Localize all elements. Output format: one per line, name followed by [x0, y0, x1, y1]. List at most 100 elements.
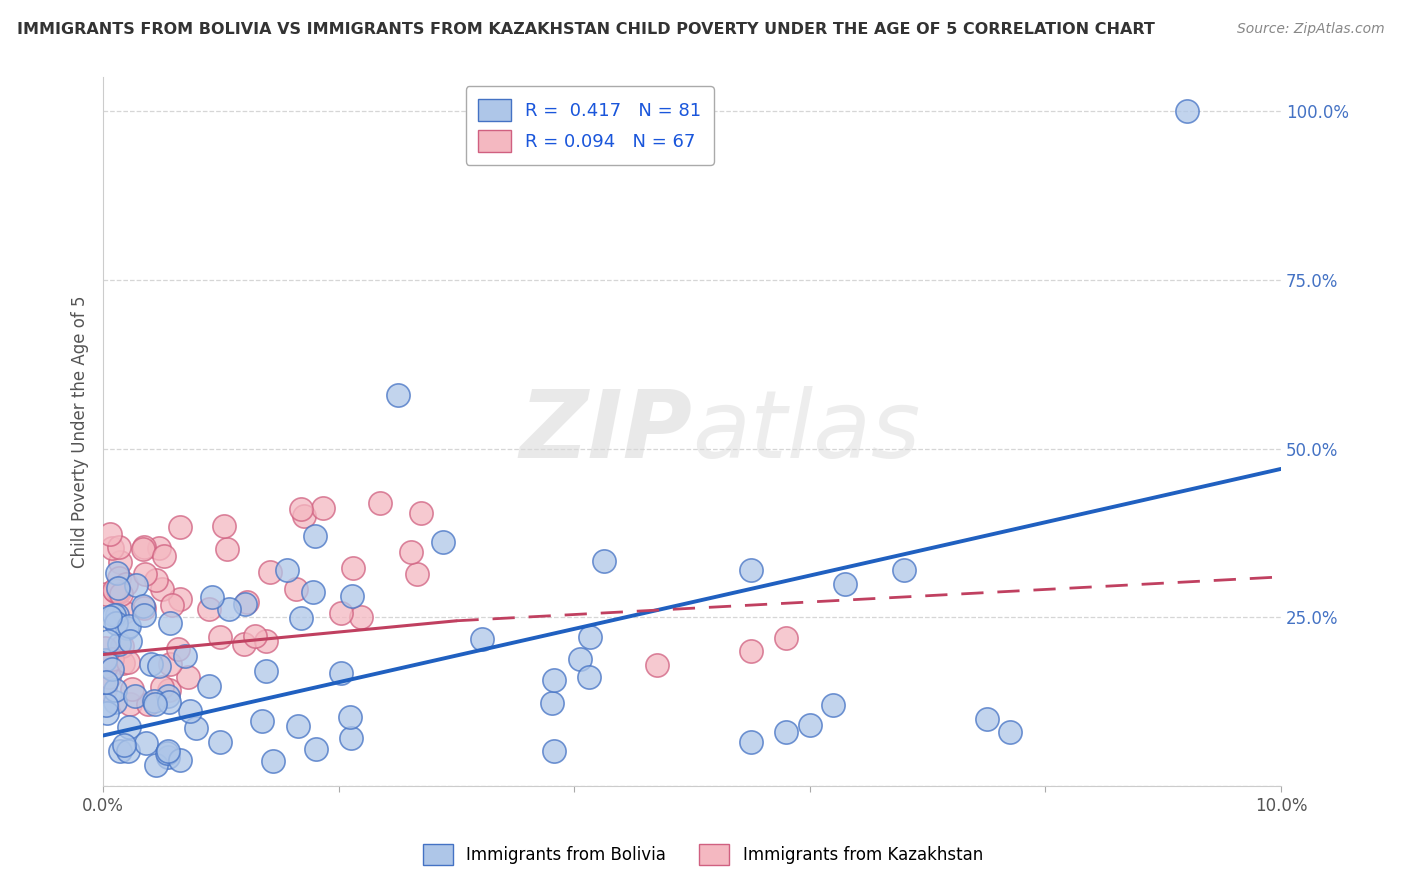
- Point: [276, 563, 298, 577]
- Point: [105, 566, 128, 580]
- Point: [117, 744, 139, 758]
- Point: [157, 689, 180, 703]
- Point: [342, 561, 364, 575]
- Point: [150, 582, 173, 596]
- Point: [169, 591, 191, 606]
- Point: [94, 681, 117, 696]
- Point: [120, 697, 142, 711]
- Legend: Immigrants from Bolivia, Immigrants from Kazakhstan: Immigrants from Bolivia, Immigrants from…: [413, 834, 993, 875]
- Point: [799, 718, 821, 732]
- Point: [94, 658, 117, 673]
- Point: [775, 631, 797, 645]
- Point: [208, 735, 231, 749]
- Point: [197, 679, 219, 693]
- Point: [569, 652, 592, 666]
- Point: [132, 542, 155, 557]
- Point: [134, 540, 156, 554]
- Point: [471, 632, 494, 646]
- Point: [169, 520, 191, 534]
- Point: [141, 657, 163, 671]
- Point: [233, 597, 256, 611]
- Point: [399, 545, 422, 559]
- Point: [121, 681, 143, 696]
- Point: [97, 634, 120, 648]
- Point: [339, 710, 361, 724]
- Point: [543, 744, 565, 758]
- Point: [117, 621, 139, 635]
- Point: [105, 616, 128, 631]
- Point: [162, 599, 184, 613]
- Point: [132, 600, 155, 615]
- Point: [409, 506, 432, 520]
- Y-axis label: Child Poverty Under the Age of 5: Child Poverty Under the Age of 5: [72, 295, 89, 568]
- Text: IMMIGRANTS FROM BOLIVIA VS IMMIGRANTS FROM KAZAKHSTAN CHILD POVERTY UNDER THE AG: IMMIGRANTS FROM BOLIVIA VS IMMIGRANTS FR…: [17, 22, 1154, 37]
- Point: [111, 656, 134, 670]
- Point: [157, 695, 180, 709]
- Point: [339, 731, 361, 746]
- Point: [304, 529, 326, 543]
- Point: [645, 657, 668, 672]
- Point: [118, 619, 141, 633]
- Point: [330, 607, 353, 621]
- Point: [252, 714, 274, 728]
- Point: [262, 754, 284, 768]
- Point: [579, 630, 602, 644]
- Point: [112, 738, 135, 752]
- Point: [153, 549, 176, 563]
- Point: [1175, 104, 1198, 119]
- Point: [578, 670, 600, 684]
- Point: [169, 753, 191, 767]
- Point: [159, 657, 181, 671]
- Point: [214, 519, 236, 533]
- Point: [103, 607, 125, 622]
- Point: [98, 527, 121, 541]
- Point: [254, 665, 277, 679]
- Point: [145, 573, 167, 587]
- Point: [143, 698, 166, 712]
- Point: [124, 689, 146, 703]
- Point: [107, 584, 129, 599]
- Point: [143, 694, 166, 708]
- Point: [186, 721, 208, 735]
- Point: [893, 563, 915, 577]
- Point: [740, 563, 762, 577]
- Point: [101, 662, 124, 676]
- Point: [110, 587, 132, 601]
- Point: [108, 555, 131, 569]
- Point: [176, 670, 198, 684]
- Point: [254, 633, 277, 648]
- Point: [104, 583, 127, 598]
- Point: [97, 670, 120, 684]
- Point: [101, 651, 124, 665]
- Point: [132, 599, 155, 614]
- Text: Source: ZipAtlas.com: Source: ZipAtlas.com: [1237, 22, 1385, 37]
- Point: [115, 576, 138, 591]
- Point: [208, 630, 231, 644]
- Point: [96, 698, 118, 712]
- Point: [823, 698, 845, 713]
- Point: [103, 582, 125, 597]
- Point: [541, 696, 564, 710]
- Point: [290, 611, 312, 625]
- Point: [94, 641, 117, 656]
- Point: [117, 656, 139, 670]
- Point: [593, 554, 616, 568]
- Point: [157, 683, 180, 698]
- Point: [108, 571, 131, 585]
- Point: [775, 725, 797, 739]
- Point: [94, 675, 117, 690]
- Point: [108, 585, 131, 599]
- Point: [543, 673, 565, 688]
- Point: [96, 587, 118, 601]
- Point: [94, 653, 117, 667]
- Point: [292, 509, 315, 524]
- Point: [232, 637, 254, 651]
- Point: [179, 704, 201, 718]
- Point: [245, 629, 267, 643]
- Point: [118, 634, 141, 648]
- Point: [235, 595, 257, 609]
- Point: [350, 610, 373, 624]
- Point: [135, 736, 157, 750]
- Point: [136, 698, 159, 712]
- Text: ZIP: ZIP: [519, 386, 692, 478]
